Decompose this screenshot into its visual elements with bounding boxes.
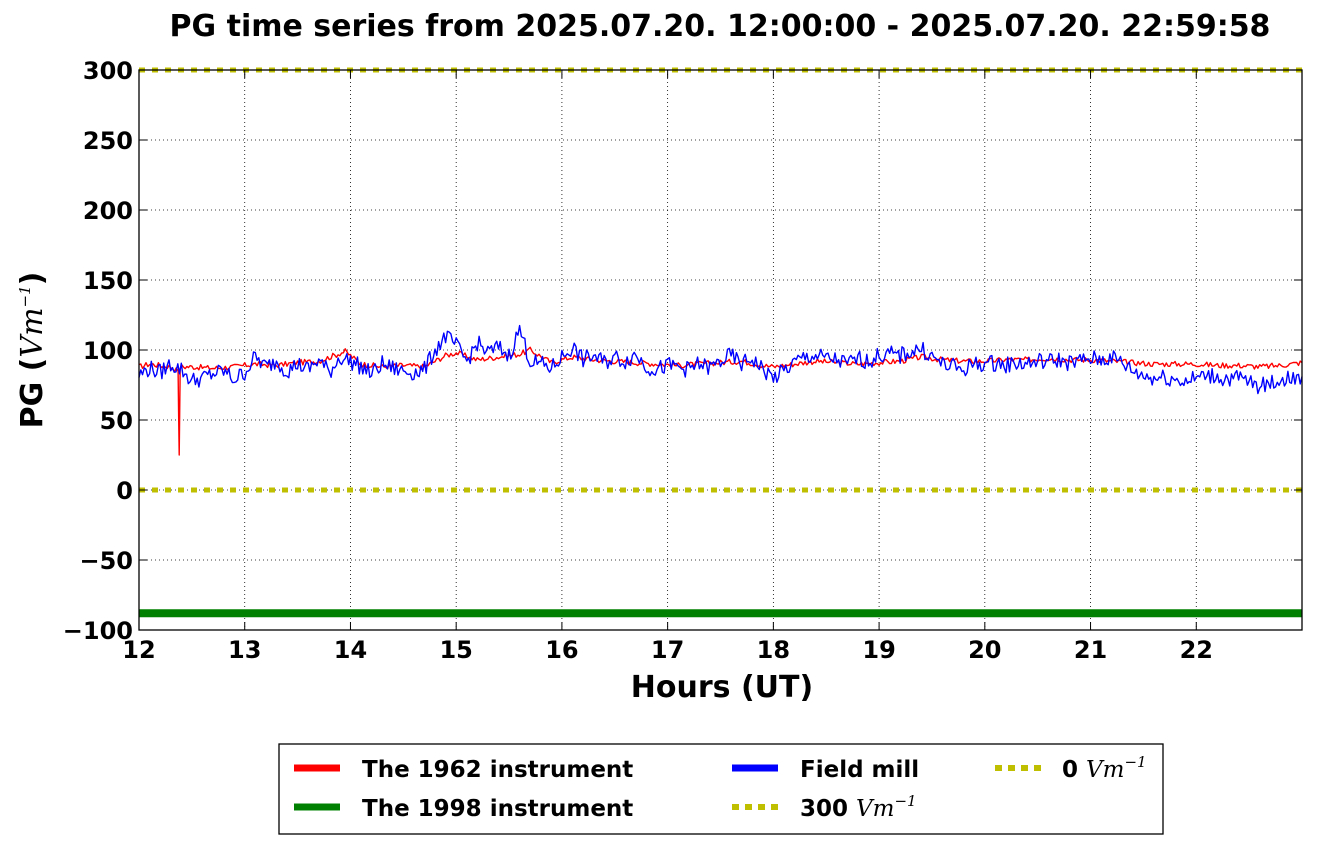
legend-box — [278, 743, 1164, 835]
y-tick-label: 200 — [83, 197, 133, 225]
y-axis-label-close: ) — [15, 272, 50, 286]
x-axis: 12 13 14 15 16 17 18 19 20 21 22 — [122, 70, 1213, 664]
series-line-2 — [138, 324, 1303, 395]
y-axis-label-unit: Vm — [15, 307, 50, 357]
y-tick-label: 300 — [83, 57, 133, 85]
y-axis-label: PG (Vm−1) — [15, 272, 50, 429]
y-tick-label: 100 — [83, 337, 133, 365]
legend-label-0-unit: Vm — [1086, 757, 1124, 783]
y-tick-label: −50 — [79, 547, 133, 575]
y-axis: −100 −50 0 50 100 150 200 250 300 — [63, 57, 1302, 645]
x-tick-label: 16 — [545, 636, 578, 664]
legend-label-1998: The 1998 instrument — [362, 796, 633, 822]
legend-label-0-text: 0 — [1062, 757, 1086, 783]
y-axis-label-text: PG ( — [15, 358, 50, 429]
x-tick-label: 18 — [757, 636, 790, 664]
legend-label-300: 300 Vm−1 — [800, 792, 917, 822]
series-line-0 — [138, 346, 1303, 456]
x-tick-label: 14 — [334, 636, 367, 664]
legend: The 1962 instrument The 1998 instrument … — [278, 743, 1164, 835]
y-tick-label: 0 — [116, 477, 133, 505]
x-tick-label: 22 — [1180, 636, 1213, 664]
y-tick-label: 150 — [83, 267, 133, 295]
x-tick-label: 13 — [228, 636, 261, 664]
y-tick-label: 250 — [83, 127, 133, 155]
y-axis-label-exponent: −1 — [16, 285, 34, 307]
x-tick-label: 19 — [862, 636, 895, 664]
legend-label-300-exp: −1 — [894, 792, 916, 810]
chart-title: PG time series from 2025.07.20. 12:00:00… — [170, 9, 1271, 44]
x-tick-label: 20 — [968, 636, 1001, 664]
x-tick-label: 15 — [439, 636, 472, 664]
legend-label-300-unit: Vm — [856, 796, 894, 822]
legend-label-1962: The 1962 instrument — [362, 757, 633, 783]
x-tick-label: 12 — [122, 636, 155, 664]
legend-label-0-exp: −1 — [1124, 753, 1146, 771]
legend-label-0: 0 Vm−1 — [1062, 753, 1147, 783]
legend-label-300-text: 300 — [800, 796, 856, 822]
x-tick-label: 17 — [651, 636, 684, 664]
y-tick-label: 50 — [100, 407, 133, 435]
y-tick-label: −100 — [63, 617, 133, 645]
x-axis-label: Hours (UT) — [631, 670, 813, 705]
plot-area — [138, 67, 1303, 618]
grid — [138, 69, 1302, 631]
legend-label-field-mill: Field mill — [800, 757, 919, 783]
x-tick-label: 21 — [1074, 636, 1107, 664]
